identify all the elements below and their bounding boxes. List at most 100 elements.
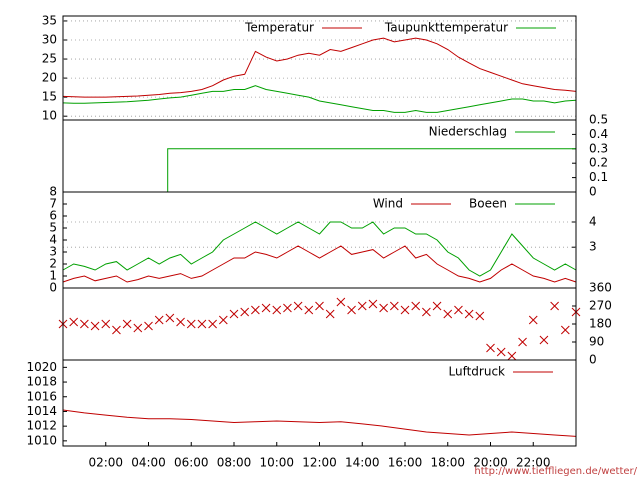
direction-point	[422, 307, 431, 317]
y-tick-label: 1	[49, 269, 57, 283]
direction-point	[315, 301, 324, 311]
x-tick-label: 04:00	[131, 456, 166, 470]
direction-point	[560, 325, 570, 335]
x-tick-label: 02:00	[88, 456, 123, 470]
direction-point	[347, 305, 356, 315]
x-tick-label: 12:00	[302, 456, 337, 470]
direction-point	[486, 343, 495, 353]
series-line	[62, 245, 577, 283]
direction-point	[80, 319, 89, 329]
direction-point	[165, 313, 175, 323]
legend-label: Luftdruck	[448, 365, 505, 379]
x-tick-label: 14:00	[345, 456, 380, 470]
y2-tick-label: 270	[589, 299, 612, 313]
x-tick-label: 08:00	[217, 456, 252, 470]
y-tick-label: 4	[49, 233, 57, 247]
y-tick-label: 35	[42, 13, 57, 27]
direction-point	[251, 305, 260, 315]
y-tick-label: 1016	[26, 389, 57, 403]
y-tick-label: 8	[49, 185, 57, 199]
y-tick-label: 5	[49, 221, 57, 235]
direction-point	[432, 301, 442, 311]
direction-point	[283, 303, 292, 313]
legend-label: Temperatur	[244, 21, 314, 35]
y-tick-label: 25	[42, 52, 57, 66]
y-tick-label: 1020	[26, 360, 57, 374]
direction-point	[101, 319, 111, 329]
direction-point	[229, 309, 239, 319]
direction-point	[507, 351, 517, 361]
direction-point	[389, 301, 399, 311]
series-line	[62, 409, 577, 437]
y-tick-label: 1014	[26, 404, 57, 418]
y2-tick-label: 0	[589, 353, 597, 367]
direction-point	[122, 319, 132, 329]
y-tick-label: 10	[42, 109, 57, 123]
panel-frame	[62, 359, 577, 447]
y-tick-label: 15	[42, 90, 57, 104]
direction-point	[133, 323, 143, 333]
y2-tick-label: 0.5	[589, 113, 608, 127]
y-tick-label: 1010	[26, 433, 57, 447]
direction-point	[240, 307, 250, 317]
direction-point	[90, 321, 100, 331]
y-tick-label: 2	[49, 257, 57, 271]
direction-point	[357, 301, 367, 311]
direction-point	[325, 309, 335, 319]
direction-point	[528, 315, 538, 325]
direction-point	[272, 305, 282, 315]
direction-point	[411, 301, 421, 311]
y-tick-label: 7	[49, 197, 57, 211]
y2-tick-label: 3	[589, 240, 597, 254]
series-line	[62, 37, 577, 98]
y-tick-label: 1018	[26, 375, 57, 389]
y-tick-label: 6	[49, 209, 57, 223]
direction-point	[154, 315, 164, 325]
x-tick-label: 22:00	[516, 456, 551, 470]
x-tick-label: 10:00	[259, 456, 294, 470]
y2-tick-label: 0	[589, 185, 597, 199]
direction-point	[379, 303, 388, 313]
direction-point	[496, 347, 506, 357]
source-link[interactable]: http://www.tieffliegen.de/wetter/	[474, 466, 637, 477]
direction-point	[261, 303, 271, 313]
direction-point	[336, 297, 346, 307]
y-tick-label: 20	[42, 71, 57, 85]
x-tick-label: 18:00	[430, 456, 465, 470]
direction-point	[475, 311, 485, 321]
direction-point	[550, 301, 559, 311]
y2-tick-label: 0.1	[589, 170, 608, 184]
direction-point	[218, 315, 228, 325]
y2-tick-label: 4	[589, 215, 597, 229]
direction-point	[443, 309, 453, 319]
y-tick-label: 0	[49, 281, 57, 295]
y2-tick-label: 360	[589, 281, 612, 295]
direction-point	[112, 325, 121, 335]
y2-tick-label: 90	[589, 335, 604, 349]
y-tick-label: 3	[49, 245, 57, 259]
direction-point	[304, 305, 314, 315]
x-tick-label: 06:00	[174, 456, 209, 470]
series-line	[62, 221, 577, 277]
series-line	[62, 85, 577, 113]
y2-tick-label: 0.2	[589, 156, 608, 170]
y2-tick-label: 180	[589, 317, 612, 331]
direction-point	[454, 305, 463, 315]
direction-point	[197, 319, 207, 329]
direction-point	[69, 317, 79, 327]
direction-point	[208, 319, 217, 329]
direction-point	[368, 299, 378, 309]
direction-point	[144, 321, 153, 331]
legend-label: Boeen	[469, 197, 507, 211]
x-tick-label: 16:00	[388, 456, 423, 470]
direction-point	[400, 305, 410, 315]
y2-tick-label: 0.4	[589, 127, 608, 141]
legend-label: Niederschlag	[429, 125, 507, 139]
direction-point	[186, 319, 196, 329]
direction-point	[464, 309, 474, 319]
legend-label: Taupunkttemperatur	[384, 21, 508, 35]
y-tick-label: 30	[42, 33, 57, 47]
